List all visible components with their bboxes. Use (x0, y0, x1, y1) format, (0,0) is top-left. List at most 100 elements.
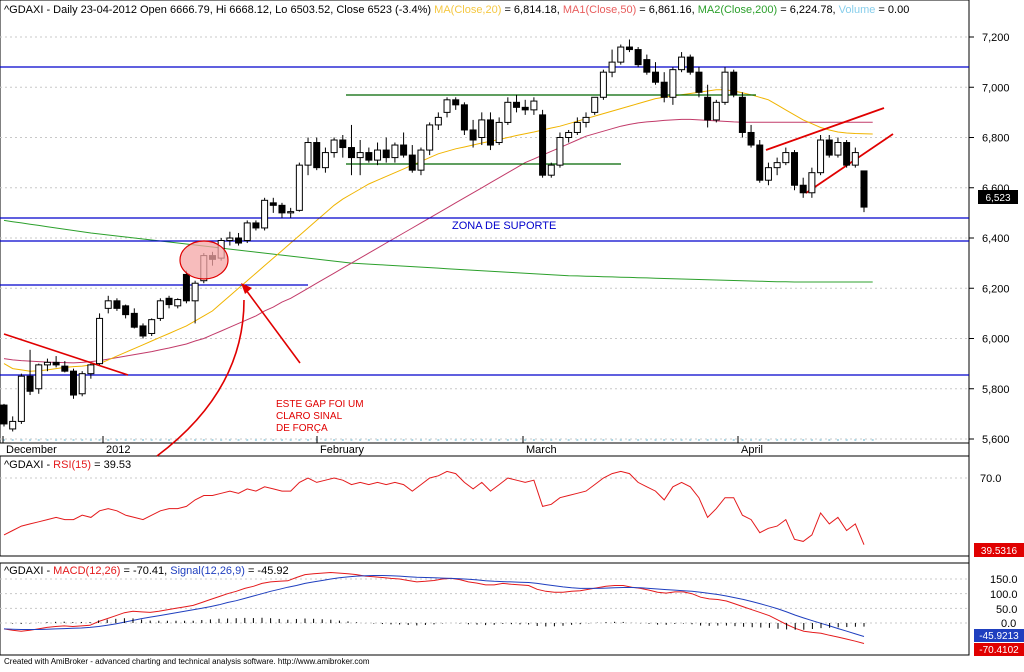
candle[interactable] (513, 94, 521, 113)
candle[interactable] (130, 308, 138, 329)
candle[interactable] (156, 298, 164, 321)
candle[interactable] (625, 39, 633, 53)
candle[interactable] (738, 92, 746, 138)
candle[interactable] (834, 137, 842, 158)
candle[interactable] (148, 318, 156, 336)
candle[interactable] (9, 416, 17, 432)
candle[interactable] (791, 150, 799, 191)
wedge-upper-line[interactable] (765, 107, 885, 151)
candle[interactable] (174, 298, 182, 309)
candle[interactable] (799, 177, 807, 198)
candle[interactable] (113, 298, 121, 311)
candle[interactable] (782, 147, 790, 166)
candle[interactable] (608, 49, 616, 78)
candle[interactable] (426, 122, 434, 156)
candle[interactable] (617, 44, 625, 65)
candle[interactable] (764, 162, 772, 186)
candle[interactable] (469, 119, 477, 148)
candle[interactable] (539, 109, 547, 178)
candle[interactable] (756, 140, 764, 183)
candle[interactable] (139, 323, 147, 339)
candle[interactable] (17, 373, 25, 424)
candle[interactable] (825, 134, 833, 158)
candle[interactable] (582, 112, 590, 128)
candle[interactable] (339, 134, 347, 158)
candle[interactable] (252, 220, 260, 231)
candle[interactable] (43, 358, 51, 372)
candle[interactable] (347, 124, 355, 176)
candle[interactable] (400, 132, 408, 158)
macd-pane[interactable] (0, 562, 970, 656)
candle[interactable] (261, 197, 269, 231)
candle[interactable] (460, 102, 468, 135)
candle[interactable] (287, 207, 295, 218)
candle[interactable] (495, 117, 503, 146)
candle[interactable] (122, 304, 130, 319)
candle[interactable] (391, 142, 399, 163)
rsi-pane[interactable] (0, 455, 970, 557)
candle[interactable] (443, 97, 451, 118)
candle[interactable] (730, 69, 738, 98)
candle[interactable] (52, 356, 60, 368)
candle[interactable] (851, 147, 859, 168)
candle[interactable] (191, 280, 199, 324)
candle[interactable] (0, 403, 8, 427)
candle[interactable] (96, 313, 104, 365)
candle[interactable] (634, 47, 642, 68)
candle[interactable] (504, 97, 512, 125)
candle[interactable] (486, 112, 494, 151)
candle[interactable] (313, 137, 321, 171)
candle[interactable] (678, 52, 686, 73)
price-pane[interactable] (0, 0, 970, 444)
candle[interactable] (686, 54, 694, 75)
candle[interactable] (773, 157, 781, 176)
candle[interactable] (104, 295, 112, 314)
candle[interactable] (182, 270, 190, 304)
candle[interactable] (547, 162, 555, 178)
candle[interactable] (35, 363, 43, 394)
candle[interactable] (321, 147, 329, 173)
macd-polyline[interactable] (3, 571, 865, 644)
candle[interactable] (278, 202, 286, 218)
candle[interactable] (295, 162, 303, 212)
candle[interactable] (530, 97, 538, 115)
candle[interactable] (408, 145, 416, 173)
candle[interactable] (269, 197, 277, 213)
candle[interactable] (660, 72, 668, 103)
candle[interactable] (243, 220, 251, 244)
candle[interactable] (434, 112, 442, 130)
candle[interactable] (61, 361, 69, 373)
candle[interactable] (591, 96, 599, 115)
candle[interactable] (165, 295, 173, 309)
candle[interactable] (747, 124, 755, 148)
candle[interactable] (365, 147, 373, 163)
candle[interactable] (599, 69, 607, 100)
ma50-line[interactable] (3, 118, 873, 364)
ma200-line[interactable] (3, 219, 873, 283)
candle[interactable] (817, 134, 825, 176)
candle[interactable] (843, 140, 851, 168)
candle[interactable] (704, 84, 712, 128)
candle[interactable] (721, 67, 729, 105)
candle[interactable] (556, 132, 564, 168)
candle[interactable] (226, 231, 234, 246)
downtrend-line[interactable] (3, 333, 129, 376)
candle[interactable] (521, 99, 529, 115)
candle[interactable] (87, 363, 95, 379)
candle[interactable] (356, 140, 364, 176)
candle[interactable] (235, 232, 243, 246)
candle[interactable] (304, 137, 312, 176)
candle[interactable] (712, 99, 720, 123)
candle[interactable] (330, 137, 338, 158)
candle[interactable] (78, 371, 86, 397)
candle[interactable] (69, 368, 77, 399)
candle[interactable] (573, 117, 581, 135)
candle[interactable] (695, 67, 703, 98)
candle[interactable] (643, 54, 651, 75)
candle[interactable] (417, 147, 425, 176)
candle[interactable] (652, 62, 660, 85)
signal-polyline[interactable] (3, 575, 865, 637)
candle[interactable] (860, 170, 868, 213)
candle[interactable] (26, 349, 34, 396)
